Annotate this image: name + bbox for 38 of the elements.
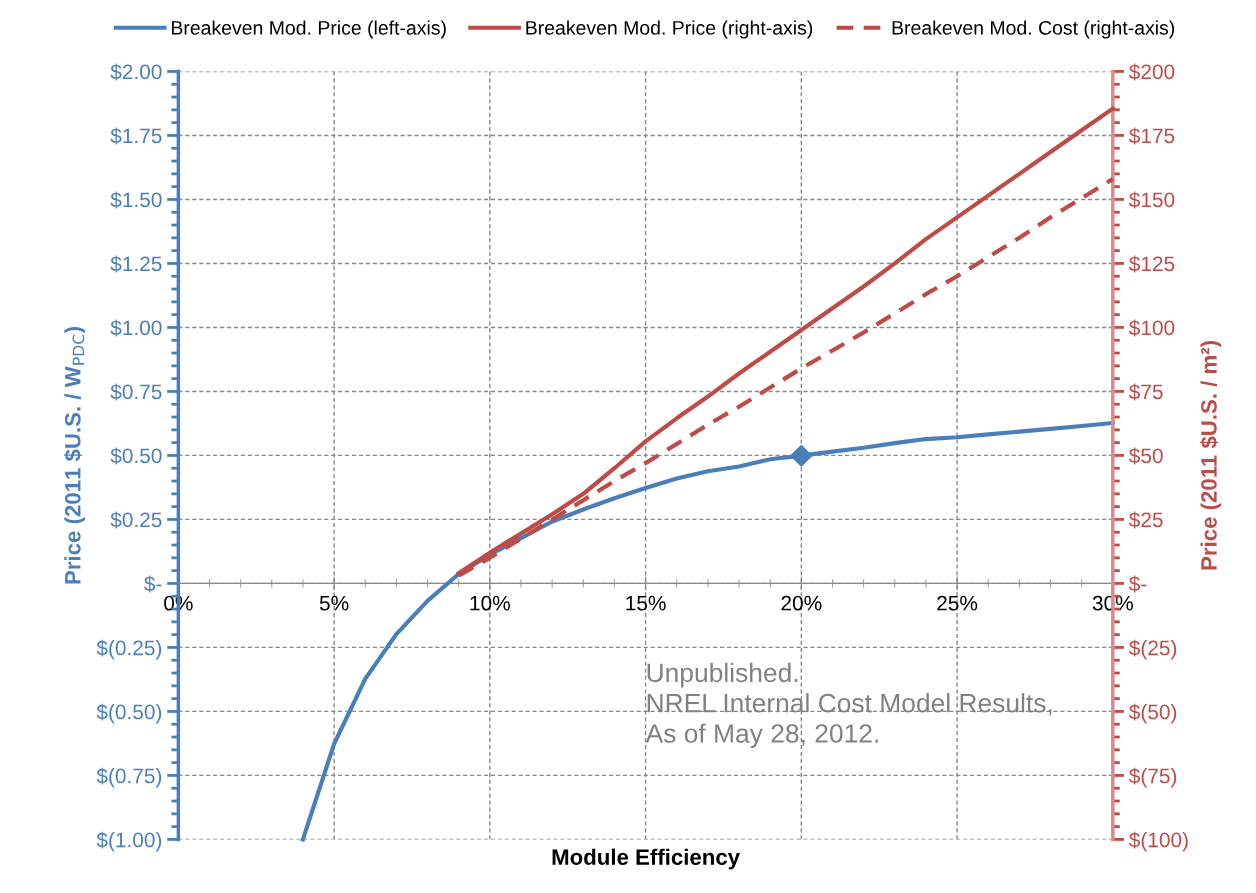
x-axis-title: Module Efficiency xyxy=(552,848,740,870)
y2-tick-label: $50 xyxy=(1129,447,1163,465)
y2-tick-label: $(50) xyxy=(1129,703,1177,724)
y-tick-label: $- xyxy=(144,575,162,593)
annotation: Unpublished. NREL Internal Cost Model Results, As of May 28, 2012. xyxy=(645,662,1052,749)
x-tick-label: 15% xyxy=(626,595,666,611)
y2-tick-label: $200 xyxy=(1129,63,1175,81)
y-tick-label: $2.00 xyxy=(110,63,162,81)
y2-tick-label: $75 xyxy=(1129,383,1163,401)
y2-tick-label: $(100) xyxy=(1129,831,1188,852)
legend-label: Breakeven Mod. Price (right-axis) xyxy=(526,20,813,39)
y-tick-label: $1.00 xyxy=(110,319,162,337)
y2-axis-title: Price (2011 $U.S. / m²) xyxy=(1200,341,1222,570)
y-tick-label: $0.75 xyxy=(110,383,162,401)
legend-label: Breakeven Mod. Price (left-axis) xyxy=(171,20,446,39)
y-tick-label: $(0.25) xyxy=(96,639,162,660)
x-tick-label: 5% xyxy=(319,595,349,611)
y-tick-label: $(0.75) xyxy=(96,767,162,788)
y-tick-label: $1.25 xyxy=(110,255,162,273)
y-tick-label: $1.50 xyxy=(110,191,162,209)
y2-tick-label: $175 xyxy=(1129,127,1175,145)
y2-tick-label: $(25) xyxy=(1129,639,1177,660)
y-tick-label: $(0.50) xyxy=(96,703,162,724)
y2-tick-label: $(75) xyxy=(1129,767,1177,788)
y-axis-title: Price (2011 $U.S. / W$_{PDC}$) xyxy=(63,327,86,584)
y-tick-label: $0.50 xyxy=(110,447,162,465)
y2-tick-label: $- xyxy=(1129,575,1147,593)
legend-label: Breakeven Mod. Cost (right-axis) xyxy=(892,20,1175,39)
y2-tick-label: $150 xyxy=(1129,191,1175,209)
y2-tick-label: $100 xyxy=(1129,319,1175,337)
x-tick-label: 25% xyxy=(937,595,978,611)
x-tick-label: 10% xyxy=(470,595,510,611)
y2-tick-label: $125 xyxy=(1129,255,1175,273)
y2-tick-label: $25 xyxy=(1129,511,1163,529)
y-tick-label: $(1.00) xyxy=(96,831,162,852)
y-tick-label: $1.75 xyxy=(110,127,162,145)
x-tick-label: 20% xyxy=(781,595,822,611)
y-tick-label: $0.25 xyxy=(110,511,162,529)
